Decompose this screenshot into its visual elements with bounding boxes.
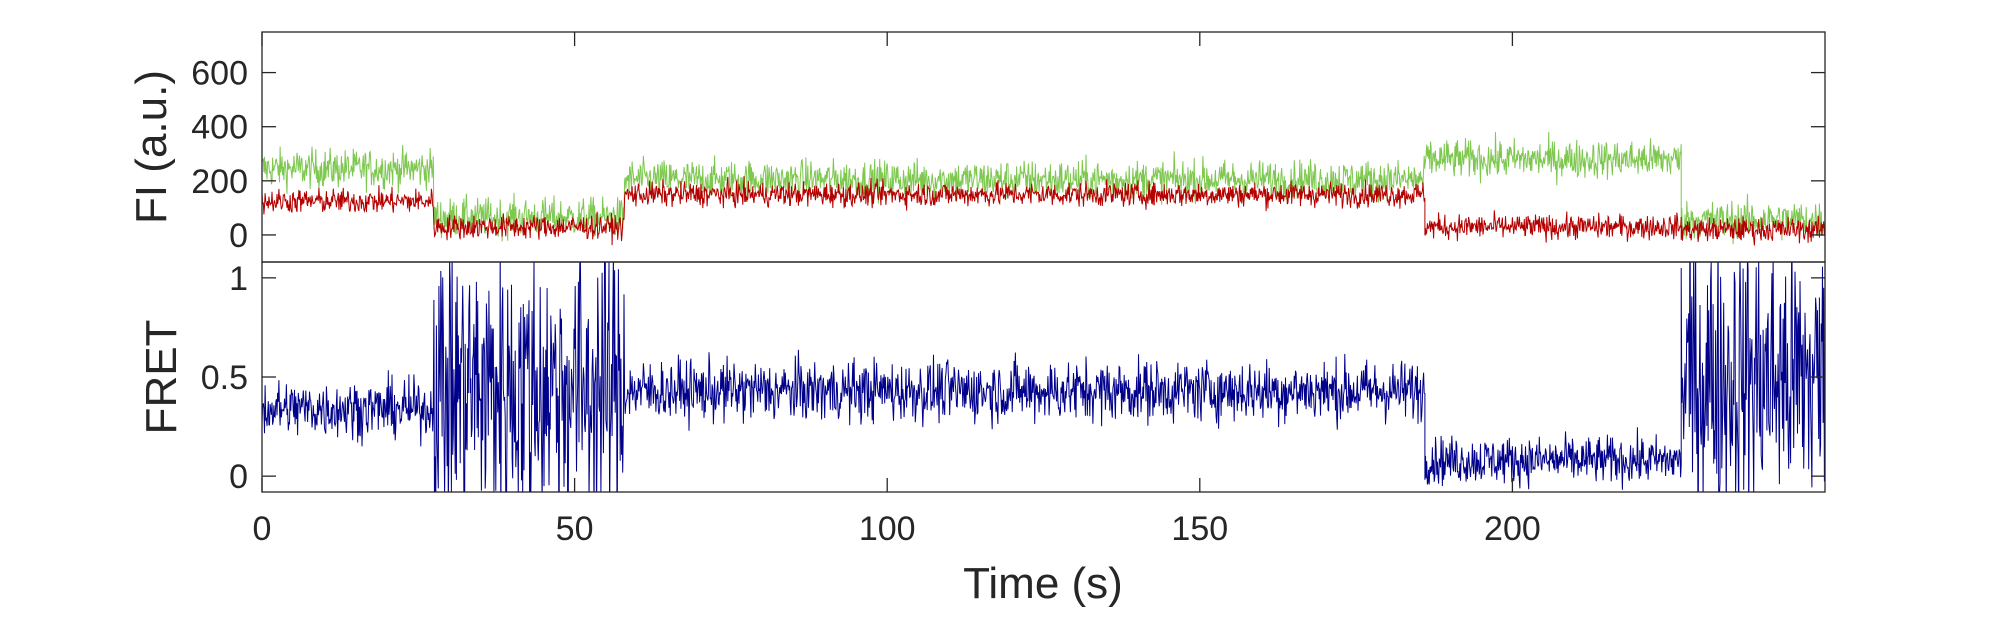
time-x-tick-label: 0 <box>253 510 272 548</box>
fluorescence-series-2-line <box>262 176 1825 246</box>
fluorescence-y-tick-label: 0 <box>229 217 248 255</box>
fluorescence-series-1-line <box>262 131 1825 245</box>
fret-traces <box>262 262 1825 492</box>
fret-y-tick-label: 1 <box>229 260 248 298</box>
fluorescence-y-tick-label: 400 <box>191 109 248 147</box>
fret-y-axis-label: FRET <box>137 320 186 435</box>
time-x-tick-label: 200 <box>1484 510 1541 548</box>
fret-series-1-line <box>262 262 1825 492</box>
time-x-tick-label: 100 <box>859 510 916 548</box>
time-x-ticks: 0 50 100 150 200 <box>253 32 1541 548</box>
fret-y-ticks: 00.51 <box>201 260 1825 496</box>
fluorescence-y-tick-label: 600 <box>191 55 248 93</box>
fret-y-tick-label: 0 <box>229 458 248 496</box>
fluorescence-y-tick-label: 200 <box>191 163 248 201</box>
fret-y-tick-label: 0.5 <box>201 359 248 397</box>
time-x-tick-label: 150 <box>1171 510 1228 548</box>
time-x-tick-label: 50 <box>556 510 594 548</box>
time-x-axis-label: Time (s) <box>963 559 1123 608</box>
fluorescence-traces <box>262 131 1825 246</box>
fluorescence-y-ticks: 0 200 400 600 <box>191 55 1825 255</box>
fluorescence-panel: 0 200 400 600 FI (a.u.) <box>127 31 1826 263</box>
fret-panel: 00.51 0 50 100 150 200 FRET Time (s) <box>137 32 1826 608</box>
fluorescence-y-axis-label: FI (a.u.) <box>127 70 176 224</box>
